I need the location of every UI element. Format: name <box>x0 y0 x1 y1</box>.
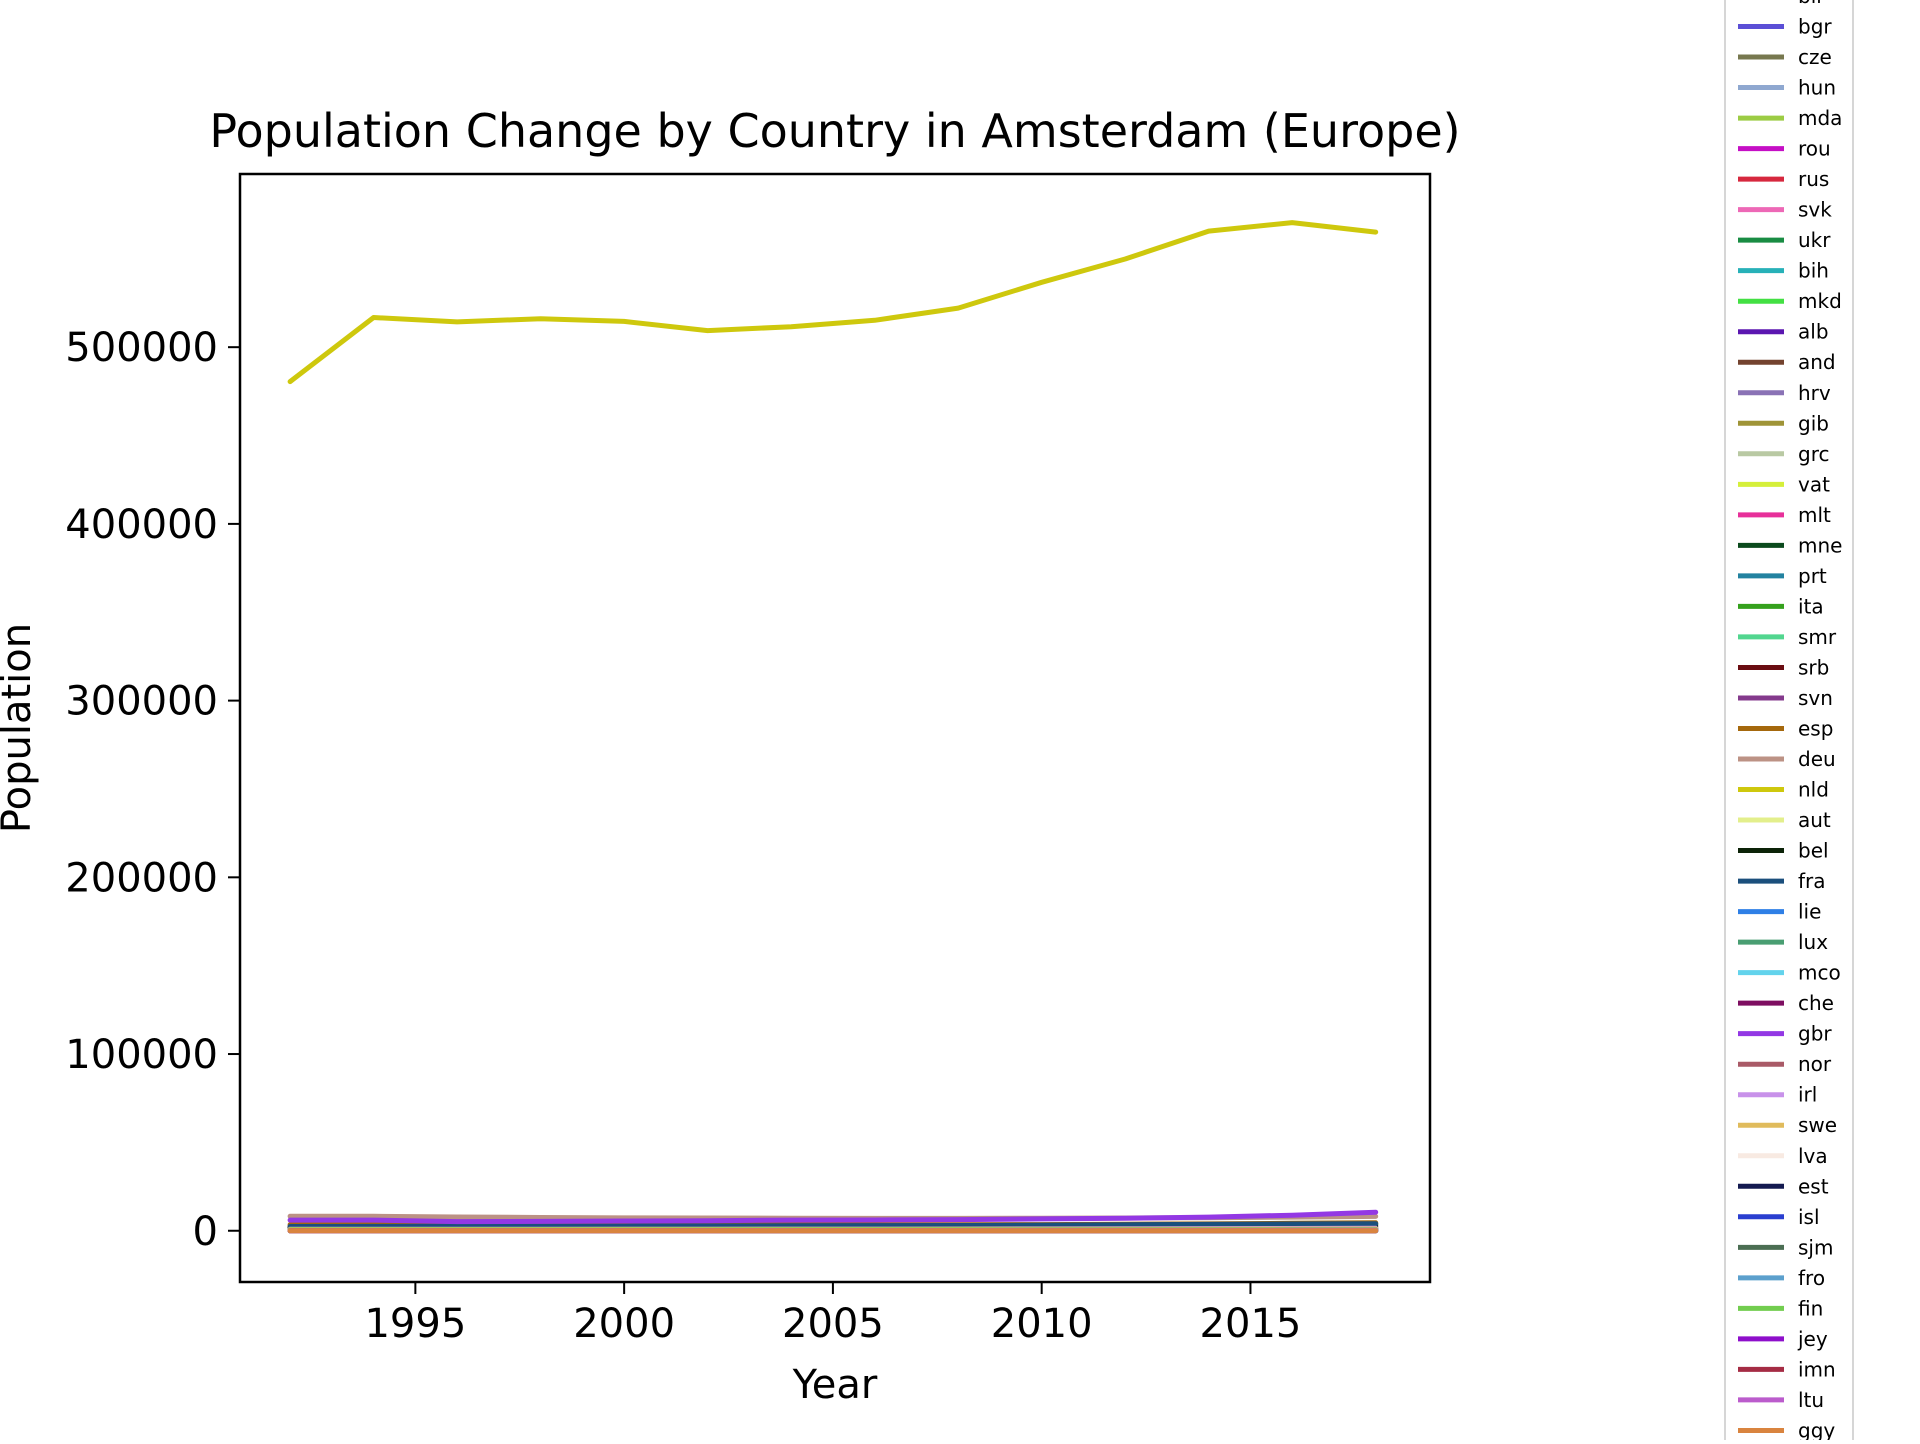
legend-label-jey: jey <box>1797 1327 1828 1351</box>
legend-label-blr: blr <box>1798 0 1825 8</box>
x-tick-label: 1995 <box>364 1301 466 1347</box>
legend-label-sjm: sjm <box>1798 1235 1833 1259</box>
legend-label-mne: mne <box>1798 533 1842 557</box>
legend-label-deu: deu <box>1798 747 1836 771</box>
legend-label-imn: imn <box>1798 1357 1836 1381</box>
legend-label-est: est <box>1798 1174 1829 1198</box>
legend-label-alb: alb <box>1798 320 1829 344</box>
legend-label-che: che <box>1798 991 1834 1015</box>
y-tick-label: 100000 <box>65 1032 218 1078</box>
legend-label-ggy: ggy <box>1798 1418 1835 1440</box>
x-axis-label: Year <box>792 1362 878 1408</box>
legend-box <box>1725 0 1853 1440</box>
plot-frame <box>240 174 1430 1282</box>
legend-label-nld: nld <box>1798 778 1829 802</box>
legend-label-mco: mco <box>1798 961 1841 985</box>
legend-label-grc: grc <box>1798 442 1829 466</box>
x-tick-label: 2000 <box>573 1301 675 1347</box>
legend-label-mlt: mlt <box>1798 503 1831 527</box>
legend-label-rou: rou <box>1798 137 1831 161</box>
legend-label-bih: bih <box>1798 259 1829 283</box>
legend-label-fro: fro <box>1798 1266 1825 1290</box>
legend-label-fra: fra <box>1798 869 1826 893</box>
y-tick-label: 200000 <box>65 855 218 901</box>
legend-label-svk: svk <box>1798 198 1832 222</box>
legend-label-mkd: mkd <box>1798 289 1842 313</box>
series-line-nld <box>290 223 1376 382</box>
legend-label-cze: cze <box>1798 45 1832 69</box>
legend-label-isl: isl <box>1798 1205 1820 1229</box>
legend: blr bgr cze hun mda rou rus svk ukr bih mkd alb and h… <box>1725 0 1853 1440</box>
legend-label-svn: svn <box>1798 686 1833 710</box>
legend-label-aut: aut <box>1798 808 1831 832</box>
legend-label-fin: fin <box>1798 1296 1823 1320</box>
x-tick-label: 2005 <box>782 1301 884 1347</box>
legend-label-prt: prt <box>1798 564 1827 588</box>
y-tick-label: 500000 <box>65 325 218 371</box>
x-tick-label: 2010 <box>991 1301 1093 1347</box>
legend-label-irl: irl <box>1798 1083 1817 1107</box>
series-line-fra <box>290 1224 1376 1227</box>
legend-label-bel: bel <box>1798 839 1829 863</box>
legend-label-esp: esp <box>1798 716 1833 740</box>
y-axis-label: Population <box>0 623 40 833</box>
legend-label-smr: smr <box>1798 625 1837 649</box>
plot-lines <box>290 223 1376 1231</box>
legend-label-swe: swe <box>1798 1113 1837 1137</box>
chart-title: Population Change by Country in Amsterda… <box>209 104 1460 158</box>
legend-label-ltu: ltu <box>1798 1388 1824 1412</box>
y-tick-label: 300000 <box>65 679 218 725</box>
y-tick-label: 400000 <box>65 502 218 548</box>
legend-label-bgr: bgr <box>1798 15 1832 39</box>
x-axis: 1995 2000 2005 2010 2015 <box>364 1282 1301 1347</box>
legend-label-lie: lie <box>1798 900 1821 924</box>
legend-label-vat: vat <box>1798 472 1830 496</box>
y-axis: 0 100000 200000 300000 400000 500000 <box>65 325 240 1255</box>
x-tick-label: 2015 <box>1200 1301 1302 1347</box>
legend-label-gbr: gbr <box>1798 1022 1832 1046</box>
legend-label-ukr: ukr <box>1798 228 1831 252</box>
legend-label-rus: rus <box>1798 167 1829 191</box>
legend-label-srb: srb <box>1798 655 1829 679</box>
legend-label-gib: gib <box>1798 411 1829 435</box>
legend-label-hun: hun <box>1798 76 1836 100</box>
legend-label-lux: lux <box>1798 930 1828 954</box>
y-tick-label: 0 <box>193 1209 218 1255</box>
legend-label-and: and <box>1798 350 1836 374</box>
legend-label-lva: lva <box>1798 1144 1828 1168</box>
legend-label-mda: mda <box>1798 106 1842 130</box>
legend-label-ita: ita <box>1798 594 1824 618</box>
legend-label-nor: nor <box>1798 1052 1832 1076</box>
legend-label-hrv: hrv <box>1798 381 1831 405</box>
